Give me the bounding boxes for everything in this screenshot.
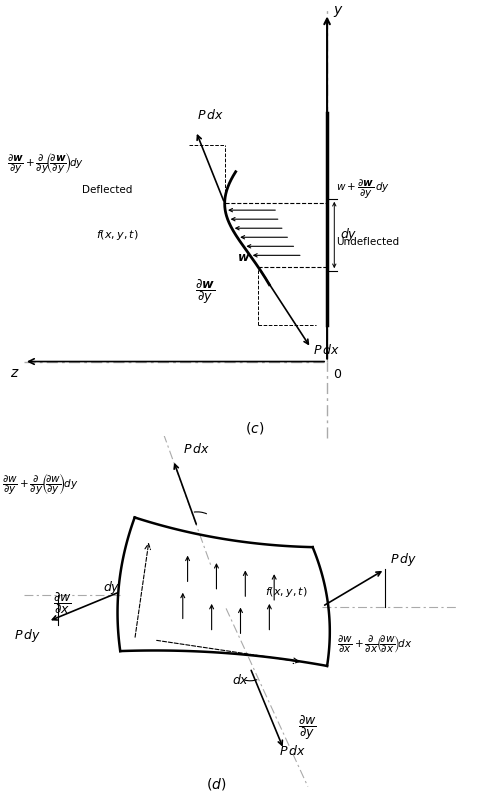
Text: $\dfrac{\partial w}{\partial y}$: $\dfrac{\partial w}{\partial y}$ [298, 713, 316, 742]
Text: $P\,dx$: $P\,dx$ [278, 744, 305, 758]
Text: $\dfrac{\partial \boldsymbol{w}}{\partial y}+\dfrac{\partial}{\partial y\!}\!\le: $\dfrac{\partial \boldsymbol{w}}{\partia… [7, 149, 84, 176]
Text: $P\,dx$: $P\,dx$ [312, 344, 339, 358]
Text: $(d)$: $(d)$ [206, 776, 226, 792]
Text: $\dfrac{\partial \boldsymbol{w}}{\partial y}$: $\dfrac{\partial \boldsymbol{w}}{\partia… [194, 277, 214, 306]
Text: Undeflected: Undeflected [335, 236, 398, 247]
Text: $f(x,y,t)$: $f(x,y,t)$ [264, 585, 307, 599]
Text: $P\,dy$: $P\,dy$ [14, 627, 41, 644]
Text: $z$: $z$ [10, 366, 19, 380]
Text: $\dfrac{\partial w}{\partial x}$: $\dfrac{\partial w}{\partial x}$ [53, 590, 72, 616]
Text: $y$: $y$ [332, 4, 343, 19]
Text: $\boldsymbol{w}$: $\boldsymbol{w}$ [237, 251, 250, 265]
Text: $f(x,y,t)$: $f(x,y,t)$ [96, 228, 139, 242]
Text: $(c)$: $(c)$ [245, 420, 264, 436]
Text: $P\,dx$: $P\,dx$ [182, 442, 209, 456]
Text: $dx$: $dx$ [231, 673, 249, 688]
Text: $P\,dy$: $P\,dy$ [389, 550, 416, 567]
Text: $P\,dx$: $P\,dx$ [196, 108, 223, 122]
Text: $dy$: $dy$ [339, 227, 357, 244]
Text: $\dfrac{\partial w}{\partial y}+\dfrac{\partial}{\partial y}\!\left(\!\dfrac{\pa: $\dfrac{\partial w}{\partial y}+\dfrac{\… [2, 471, 79, 497]
Text: $\dfrac{\partial w}{\partial x}+\dfrac{\partial}{\partial x}\!\left(\!\dfrac{\pa: $\dfrac{\partial w}{\partial x}+\dfrac{\… [336, 633, 411, 654]
Text: Deflected: Deflected [82, 185, 132, 194]
Text: $0$: $0$ [332, 368, 341, 382]
Text: $w+\dfrac{\partial \boldsymbol{w}}{\partial y}\,dy$: $w+\dfrac{\partial \boldsymbol{w}}{\part… [335, 178, 389, 201]
Text: $dy$: $dy$ [103, 579, 120, 596]
